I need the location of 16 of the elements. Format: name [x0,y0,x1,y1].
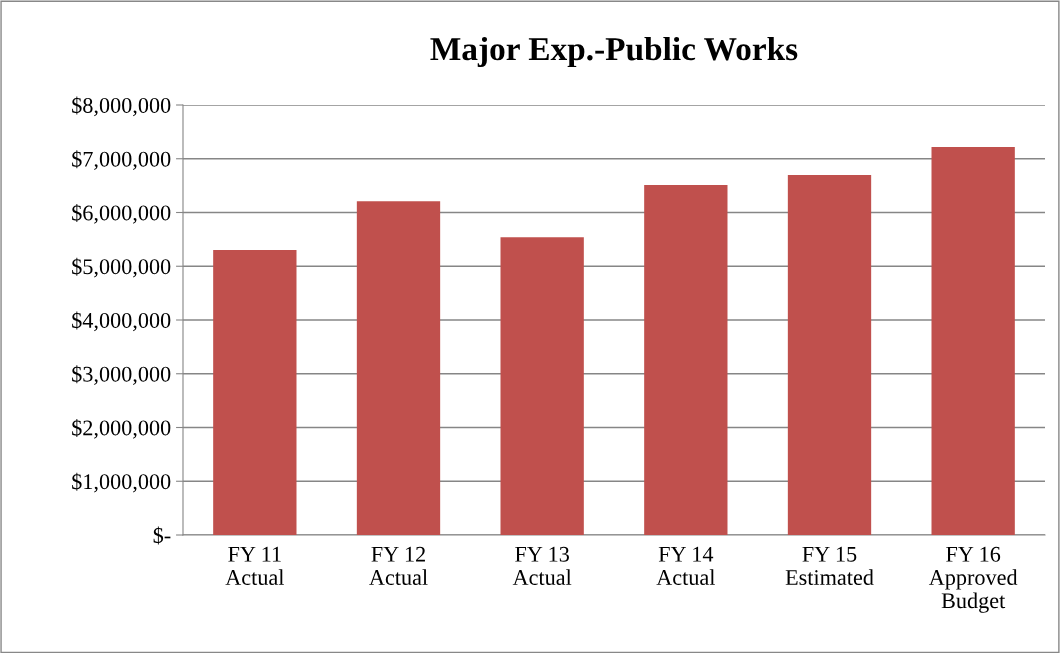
x-tick-label: FY 15 Estimated [785,546,874,585]
y-tick-label: $8,000,000 [72,96,171,117]
x-tick-label: FY 11 Actual [225,546,284,585]
y-tick-label: $1,000,000 [72,472,171,493]
y-tick-label: $2,000,000 [72,419,171,439]
x-tick-label: FY 12 Actual [369,546,428,585]
y-tick-label: $- [153,526,171,545]
y-tick-label: $3,000,000 [72,365,171,385]
y-tick-label: $5,000,000 [72,257,171,278]
x-tick-label: FY 14 Actual [656,546,715,585]
y-tick-label: $4,000,000 [72,311,171,332]
chart-title: Major Exp.-Public Works [430,36,798,68]
x-tick-label: FY 13 Actual [512,546,572,585]
x-tick-label: FY 16 Approved Budget [928,546,1018,613]
y-tick-label: $6,000,000 [72,204,171,224]
y-tick-label: $7,000,000 [72,150,171,170]
